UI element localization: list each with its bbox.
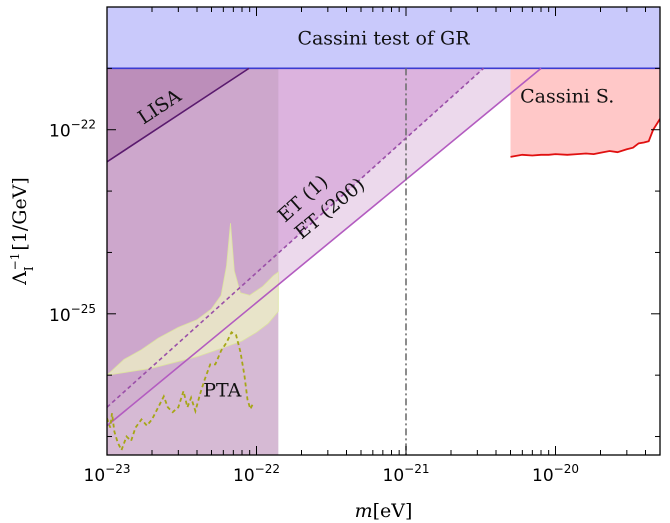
cassini-s-label: Cassini S.: [520, 85, 614, 107]
x-tick-label: 10−23: [84, 462, 131, 486]
pta-label: PTA: [203, 379, 241, 401]
lisa-line: [107, 67, 250, 163]
x-tick-label: 10−20: [532, 462, 579, 486]
cassini-s-region: [510, 68, 660, 157]
x-axis-label: m[eV]: [355, 500, 413, 522]
cassini-s-line: [510, 118, 660, 158]
cassini-gr-region: [107, 7, 660, 69]
x-tick-label: 10−21: [383, 462, 430, 486]
plot-area: [107, 7, 660, 455]
et1-line: [107, 67, 485, 408]
y-tick-label: 10−22: [49, 118, 96, 142]
y-axis-label: ΛI−1[1/GeV]: [8, 177, 36, 286]
x-tick-label: 10−22: [233, 462, 280, 486]
et200-line: [107, 67, 542, 427]
y-tick-label: 10−25: [49, 302, 96, 326]
cassini-gr-label: Cassini test of GR: [297, 28, 470, 50]
pta-dashed-line: [107, 331, 255, 453]
plot-frame: [106, 6, 661, 456]
axes: 10−23 10−22 10−21 10−20 10−22 10−25: [49, 6, 661, 486]
pta-region: [107, 223, 279, 376]
